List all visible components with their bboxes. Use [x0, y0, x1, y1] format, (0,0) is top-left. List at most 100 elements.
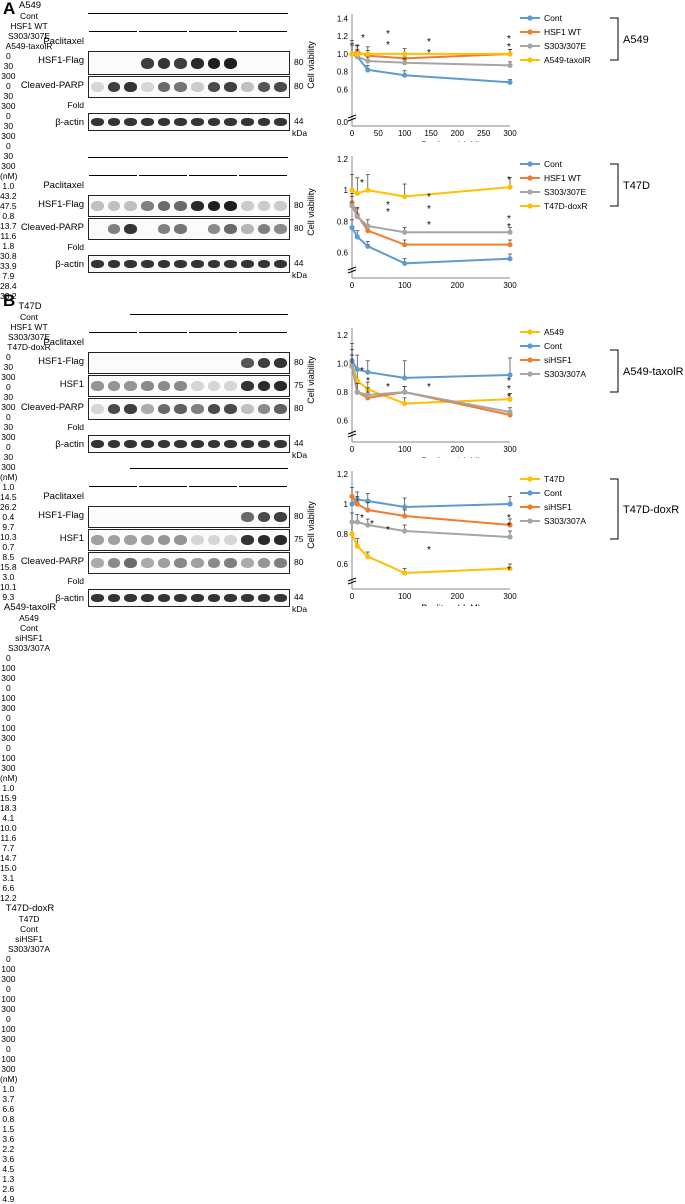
data-point — [507, 409, 513, 415]
nm-unit: (nM) — [0, 171, 18, 181]
paclitaxel-label: Paclitaxel — [43, 180, 84, 191]
group-label: T47D-doxR — [623, 504, 679, 516]
data-point — [365, 51, 371, 57]
fold-value: 1.8 — [2, 241, 15, 251]
blot-band — [224, 118, 237, 126]
legend-marker — [527, 371, 533, 377]
blot-band — [224, 260, 237, 268]
beta-actin-label: β-actin — [55, 439, 84, 450]
series-line — [351, 205, 510, 234]
legend-label: Cont — [544, 341, 563, 351]
blot-band — [241, 440, 254, 448]
hsf1-blot — [88, 375, 290, 397]
blot-band — [107, 404, 121, 414]
blot-band — [124, 535, 137, 545]
legend-label: S303/307A — [544, 369, 586, 379]
blot-band — [107, 558, 121, 568]
x-tick-label: 100 — [398, 592, 412, 601]
dose-value: 300 — [1, 71, 16, 81]
x-tick-label: 100 — [398, 129, 412, 138]
data-point — [349, 519, 355, 525]
data-point — [402, 570, 408, 576]
blot-band — [91, 82, 104, 92]
group-label: A549-taxolR — [623, 366, 684, 378]
dose-value: 30 — [3, 362, 14, 372]
blot-group-header: T47D — [18, 914, 40, 924]
hsf1-label: HSF1 — [59, 533, 84, 544]
blot-group-header: Cont — [20, 11, 38, 21]
fold-value: 2.6 — [2, 1184, 15, 1194]
blot-band — [207, 224, 221, 234]
blot-band — [174, 118, 187, 126]
significance-asterisk: * — [507, 513, 511, 524]
fold-value: 0.7 — [2, 542, 15, 552]
fold-value: 3.6 — [2, 1134, 15, 1144]
blot-band — [224, 201, 237, 211]
blot-band — [274, 440, 287, 448]
cleaved-parp-blot — [88, 218, 290, 240]
data-point — [507, 229, 513, 235]
x-tick-label: 300 — [503, 445, 517, 454]
x-tick-label: 300 — [503, 592, 517, 601]
dose-value: 100 — [1, 994, 16, 1004]
blot-band — [224, 404, 237, 414]
fold-value: 33.9 — [0, 261, 17, 271]
fold-value: 4.1 — [2, 813, 15, 823]
significance-asterisk: * — [360, 178, 364, 189]
x-axis-label: Paclitaxel (nM) — [421, 603, 481, 606]
significance-asterisk: * — [507, 175, 511, 186]
fold-value: 18.3 — [0, 803, 17, 813]
dose-value: 0 — [5, 954, 11, 964]
legend-label: S303/307E — [544, 187, 586, 197]
data-point — [354, 389, 360, 395]
blot-group-header: Cont — [20, 623, 38, 633]
significance-asterisk: * — [507, 222, 511, 233]
significance-asterisk: * — [370, 519, 374, 530]
series-line — [351, 495, 511, 526]
cleaved-parp-label: Cleaved-PARP — [20, 222, 84, 233]
fold-value: 1.0 — [2, 1084, 15, 1094]
x-tick-label: 100 — [398, 281, 412, 290]
data-point — [354, 190, 360, 196]
series-line — [351, 360, 511, 379]
blot-band — [224, 594, 237, 602]
dose-value: 300 — [1, 1064, 16, 1074]
blot-band — [91, 440, 104, 448]
data-point — [365, 243, 371, 249]
blot-band — [241, 224, 254, 234]
axis-break — [347, 117, 357, 122]
significance-asterisk: * — [507, 392, 511, 403]
dose-value: 100 — [1, 964, 16, 974]
hsf1-flag-label: HSF1-Flag — [38, 356, 84, 367]
blot-band — [257, 594, 271, 602]
x-tick-label: 0 — [350, 445, 355, 454]
significance-asterisk: * — [507, 565, 511, 576]
viability-chart-t47d-doxr: 0.6 0.8 1 1.2 0 100 200 300 Cell viability Paclit… — [306, 470, 679, 606]
blot-band — [191, 118, 204, 126]
blot-band — [174, 57, 187, 69]
data-point — [349, 187, 355, 193]
dose-value: 300 — [1, 974, 16, 984]
blot-band — [191, 381, 204, 391]
dose-value: 300 — [1, 673, 16, 683]
dose-value: 0 — [5, 713, 11, 723]
legend-marker — [527, 189, 533, 195]
fold-value: 15.9 — [0, 793, 17, 803]
data-point — [354, 519, 360, 525]
blot-band — [274, 381, 287, 391]
legend-marker — [527, 490, 533, 496]
cleaved-parp-blot — [88, 76, 290, 98]
blot-band — [257, 558, 271, 568]
legend-marker — [527, 15, 533, 21]
blot-band — [191, 57, 204, 69]
dose-value: 100 — [1, 693, 16, 703]
y-tick-label: 1.2 — [337, 32, 349, 41]
blot-band — [274, 82, 287, 92]
series-line — [351, 186, 511, 198]
dose-value: 300 — [1, 402, 16, 412]
fold-value: 11.6 — [0, 231, 17, 241]
data-point — [349, 493, 355, 500]
data-point — [365, 507, 371, 513]
viability-chart-a549-taxolr: 0.6 0.8 1.0 1.2 0 100 200 300 Cell viability Pacl… — [306, 327, 684, 458]
